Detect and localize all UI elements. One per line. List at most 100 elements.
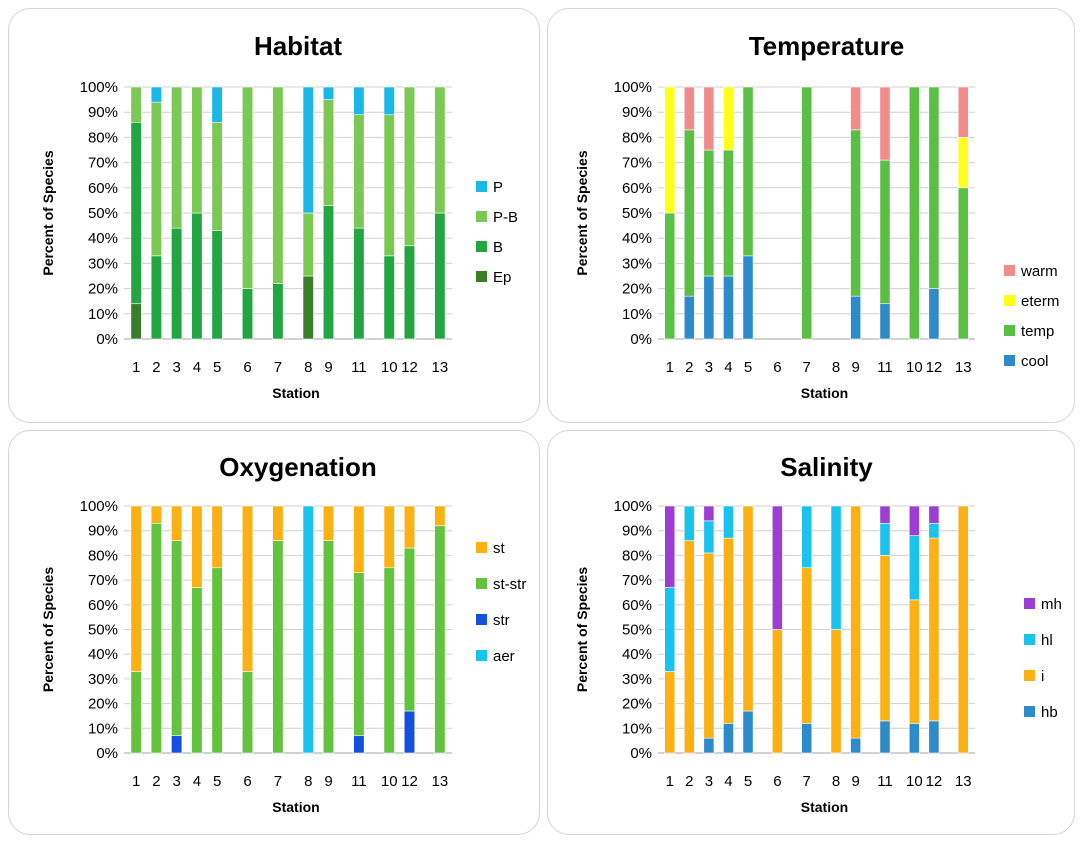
temperature-legend-label-temp: temp	[1021, 323, 1054, 340]
salinity-x-tick-label: 6	[773, 773, 781, 790]
salinity-x-tick-label: 2	[685, 773, 693, 790]
temperature-bar-cool-station-11	[879, 303, 891, 340]
salinity-x-axis-label: Station	[801, 799, 848, 815]
habitat-y-tick-label: 20%	[88, 281, 118, 298]
habitat-bar-p-station-10	[383, 86, 395, 116]
temperature-x-tick-label: 6	[773, 359, 781, 376]
salinity-bar-hb-station-10	[908, 723, 920, 754]
salinity-bar-hl-station-1	[664, 587, 676, 672]
oxygenation-chart: Oxygenation 0% 10% 20% 30% 40% 50% 60% 70% 80% 90%…	[40, 452, 526, 815]
salinity-x-tick-label: 10	[906, 773, 923, 790]
oxygenation-y-tick-label: 60%	[88, 597, 118, 614]
temperature-bar-cool-station-2	[683, 295, 695, 340]
oxygenation-y-tick-label: 80%	[88, 547, 118, 564]
habitat-x-tick-label: 13	[432, 359, 449, 376]
oxygenation-legend-label-st: st	[493, 540, 506, 557]
oxygenation-bar-str-station-3	[171, 735, 183, 754]
habitat-bar-p-station-2	[150, 86, 162, 103]
salinity-legend-label-hl: hl	[1041, 632, 1053, 649]
salinity-x-tick-label: 3	[705, 773, 713, 790]
habitat-bar-p-b-station-5	[211, 121, 223, 231]
oxygenation-bar-st-station-4	[191, 505, 203, 588]
temperature-bar-temp-station-9	[850, 129, 862, 297]
habitat-y-tick-label: 30%	[88, 255, 118, 272]
salinity-y-tick-label: 80%	[622, 547, 652, 564]
salinity-bar-i-station-6	[771, 629, 783, 754]
temperature-x-tick-label: 10	[906, 359, 923, 376]
oxygenation-x-tick-label: 8	[304, 773, 312, 790]
temperature-x-tick-label: 5	[744, 359, 752, 376]
temperature-legend-label-warm: warm	[1020, 263, 1058, 280]
habitat-bar-p-b-station-6	[241, 86, 254, 289]
salinity-bar-i-station-7	[801, 567, 813, 724]
temperature-legend-swatch-warm	[1004, 265, 1015, 276]
habitat-legend-swatch-p	[476, 181, 487, 192]
salinity-bar-hl-station-2	[683, 505, 695, 541]
temperature-x-tick-label: 2	[685, 359, 693, 376]
temperature-x-tick-label: 11	[877, 359, 893, 376]
salinity-x-tick-label: 4	[724, 773, 732, 790]
habitat-legend-label-ep: Ep	[493, 269, 511, 286]
temperature-x-tick-label: 13	[955, 359, 972, 376]
temperature-bar-temp-station-5	[742, 86, 754, 257]
habitat-x-tick-label: 6	[243, 359, 251, 376]
oxygenation-bar-st-station-10	[383, 505, 395, 569]
temperature-bar-cool-station-3	[703, 275, 715, 340]
salinity-legend-swatch-hl	[1024, 634, 1035, 645]
oxygenation-bar-st-station-9	[322, 505, 335, 541]
temperature-legend-swatch-eterm	[1004, 295, 1015, 306]
habitat-x-axis-label: Station	[272, 385, 319, 401]
salinity-y-tick-label: 100%	[614, 498, 652, 515]
oxygenation-x-tick-label: 9	[324, 773, 332, 790]
habitat-x-tick-label: 1	[132, 359, 140, 376]
oxygenation-y-tick-label: 70%	[88, 572, 118, 589]
oxygenation-y-tick-label: 0%	[96, 745, 118, 762]
salinity-bar-i-station-9	[850, 505, 862, 739]
habitat-legend-swatch-ep	[476, 271, 487, 282]
salinity-legend-swatch-mh	[1024, 598, 1035, 609]
oxygenation-bar-st-str-station-6	[241, 671, 254, 754]
salinity-bar-mh-station-6	[771, 505, 783, 630]
oxygenation-bar-st-str-station-9	[322, 540, 335, 754]
salinity-y-axis-label: Percent of Species	[574, 567, 590, 692]
oxygenation-x-tick-label: 11	[351, 773, 367, 790]
oxygenation-bar-st-str-station-13	[434, 525, 446, 754]
salinity-bar-hb-station-4	[723, 723, 734, 754]
temperature-bar-temp-station-12	[928, 86, 940, 289]
oxygenation-x-tick-label: 6	[243, 773, 251, 790]
habitat-bar-b-station-12	[403, 245, 416, 340]
salinity-legend-swatch-hb	[1024, 706, 1035, 717]
salinity-y-tick-label: 60%	[622, 597, 652, 614]
oxygenation-legend-swatch-str	[476, 614, 487, 625]
habitat-bar-b-station-6	[241, 288, 254, 340]
habitat-bar-b-station-5	[211, 230, 223, 340]
salinity-bar-i-station-4	[723, 537, 734, 724]
oxygenation-bar-st-station-1	[130, 505, 142, 672]
habitat-bar-p-b-station-11	[353, 114, 365, 229]
temperature-bar-cool-station-5	[742, 255, 754, 340]
temperature-bar-temp-station-7	[801, 86, 813, 340]
oxygenation-bar-st-station-2	[150, 505, 162, 524]
salinity-legend-label-mh: mh	[1041, 596, 1062, 613]
oxygenation-x-tick-label: 7	[274, 773, 282, 790]
habitat-bar-p-b-station-12	[403, 86, 416, 247]
oxygenation-y-tick-label: 10%	[88, 720, 118, 737]
salinity-bar-hb-station-7	[801, 723, 813, 754]
habitat-x-tick-label: 11	[351, 359, 367, 376]
habitat-bar-p-station-11	[353, 86, 365, 116]
salinity-y-tick-label: 50%	[622, 622, 652, 639]
salinity-bar-hl-station-8	[830, 505, 842, 630]
temperature-y-tick-label: 70%	[622, 155, 652, 172]
temperature-chart-panel: Temperature 0% 10% 20% 30% 40% 50% 60% 70% 80% 90%…	[547, 8, 1075, 423]
oxygenation-legend-swatch-st-str	[476, 578, 487, 589]
oxygenation-bar-str-station-11	[353, 735, 365, 754]
temperature-bar-temp-station-3	[703, 149, 715, 277]
salinity-bar-hb-station-11	[879, 720, 891, 754]
habitat-x-tick-label: 8	[304, 359, 312, 376]
oxygenation-y-tick-label: 40%	[88, 646, 118, 663]
temperature-y-tick-label: 80%	[622, 129, 652, 146]
salinity-y-tick-label: 70%	[622, 572, 652, 589]
salinity-bar-mh-station-3	[703, 505, 715, 522]
habitat-bar-p-b-station-8	[302, 212, 314, 277]
salinity-bar-hl-station-4	[723, 505, 734, 539]
